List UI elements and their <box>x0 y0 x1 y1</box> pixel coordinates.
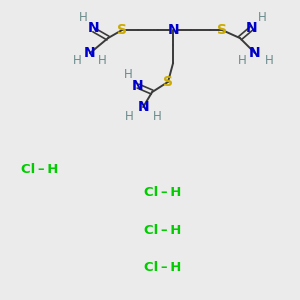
Text: S: S <box>163 75 173 89</box>
Text: N: N <box>249 46 261 60</box>
Text: Cl – H: Cl – H <box>144 224 182 237</box>
Text: H: H <box>124 110 134 123</box>
Text: N: N <box>246 21 258 35</box>
Text: H: H <box>238 53 247 67</box>
Text: N: N <box>88 21 100 35</box>
Text: H: H <box>257 11 266 24</box>
Text: Cl – H: Cl – H <box>21 163 58 176</box>
Text: N: N <box>167 23 179 37</box>
Text: H: H <box>98 53 106 67</box>
Text: H: H <box>124 68 133 81</box>
Text: Cl – H: Cl – H <box>144 261 182 274</box>
Text: H: H <box>152 110 161 123</box>
Text: H: H <box>73 53 82 67</box>
Text: N: N <box>137 100 149 114</box>
Text: N: N <box>84 46 96 60</box>
Text: H: H <box>79 11 88 24</box>
Text: S: S <box>117 23 127 37</box>
Text: Cl – H: Cl – H <box>144 185 182 199</box>
Text: N: N <box>132 79 144 93</box>
Text: H: H <box>265 53 274 67</box>
Text: S: S <box>217 23 227 37</box>
